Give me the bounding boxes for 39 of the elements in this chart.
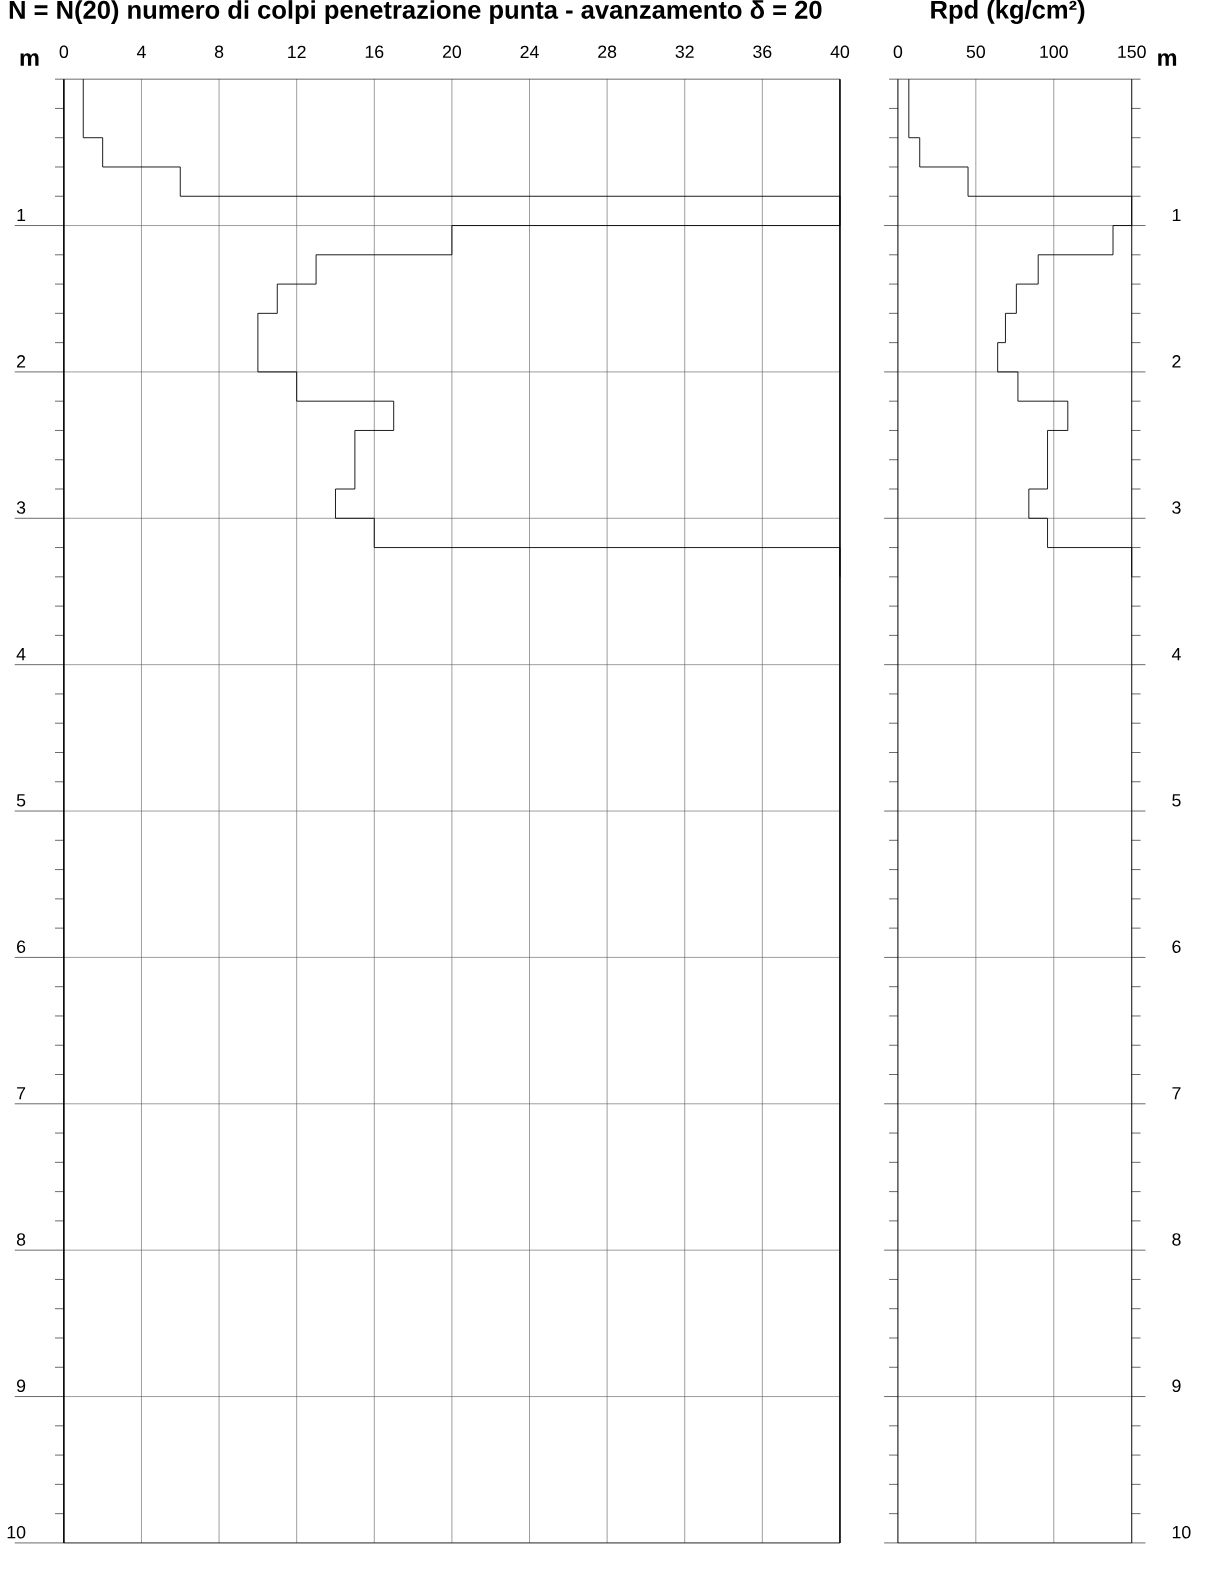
- chart-title: N = N(20) numero di colpi penetrazione punta - avanzamento δ = 20: [9, 0, 822, 24]
- y-axis-title: m: [20, 53, 39, 66]
- y-tick-label: 8: [16, 1233, 26, 1246]
- y-tick-label: 5: [16, 794, 26, 807]
- y-tick-label: 1: [1172, 208, 1181, 222]
- x-tick-label: 150: [1118, 45, 1146, 58]
- y-tick-label: 7: [1172, 1087, 1181, 1100]
- x-tick-label: 36: [753, 45, 772, 58]
- y-tick-label: 10: [1172, 1525, 1191, 1539]
- y-tick-label: 10: [7, 1525, 26, 1539]
- x-tick-label: 0: [59, 45, 68, 58]
- y-tick-label: 8: [1172, 1233, 1181, 1246]
- y-tick-label: 2: [16, 355, 25, 368]
- x-tick-label: 12: [288, 45, 306, 59]
- y-tick-label: 9: [16, 1379, 25, 1393]
- chart-title: Rpd (kg/cm²): [931, 0, 1085, 24]
- x-tick-label: 0: [893, 45, 902, 58]
- y-axis-title: m: [1157, 53, 1176, 66]
- x-tick-label: 24: [520, 45, 539, 59]
- y-tick-label: 9: [1172, 1379, 1181, 1393]
- y-tick-label: 6: [1172, 940, 1181, 953]
- y-tick-label: 3: [1172, 501, 1181, 514]
- x-tick-label: 100: [1040, 45, 1068, 58]
- x-tick-label: 28: [598, 45, 617, 58]
- x-tick-label: 32: [675, 45, 694, 58]
- x-tick-label: 8: [214, 45, 224, 58]
- y-tick-label: 5: [1172, 794, 1181, 807]
- x-tick-label: 16: [365, 45, 384, 58]
- y-tick-label: 6: [16, 940, 26, 953]
- y-tick-label: 7: [16, 1087, 25, 1100]
- y-tick-label: 4: [16, 648, 26, 661]
- y-tick-label: 4: [1171, 648, 1181, 661]
- x-tick-label: 20: [442, 45, 461, 58]
- y-tick-label: 3: [16, 501, 26, 514]
- x-tick-label: 40: [830, 45, 849, 58]
- y-tick-label: 2: [1172, 355, 1181, 368]
- x-tick-label: 50: [966, 45, 985, 58]
- x-tick-label: 4: [136, 45, 146, 59]
- y-tick-label: 1: [17, 208, 25, 222]
